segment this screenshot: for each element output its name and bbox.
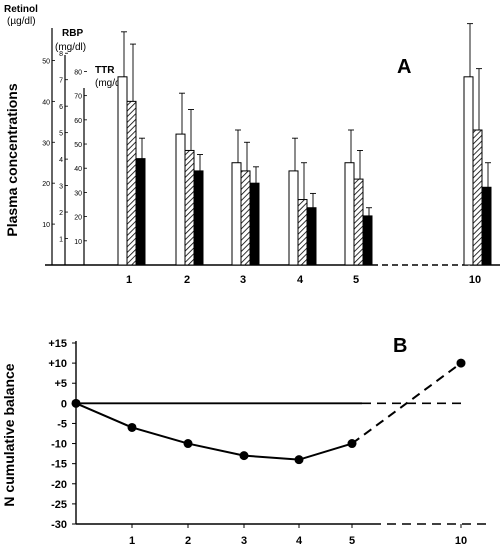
panel-b-y-tick-label: -5: [57, 418, 67, 430]
panel-a-x-tick-label: 1: [126, 274, 132, 286]
panel-a-x-tick-label: 3: [240, 274, 246, 286]
panel-b-y-tick-label: +10: [48, 358, 67, 370]
data-point: [456, 358, 466, 368]
data-point: [294, 455, 304, 465]
bar: [353, 178, 364, 266]
bar: [135, 158, 146, 266]
panel-a-axis-1-tick-label: 3: [59, 184, 63, 191]
rbp-axis-name: RBP: [62, 28, 83, 39]
bar: [306, 207, 317, 266]
bar: [463, 76, 474, 266]
panel-b-y-tick-label: 0: [61, 398, 67, 410]
panel-a-axis-0-tick-label: 10: [42, 222, 50, 229]
retinol-axis-unit: (µg/dl): [7, 16, 36, 27]
panel-a-axis-0-tick-label: 20: [42, 181, 50, 188]
panel-b-y-tick-label: -20: [51, 479, 67, 491]
bar: [231, 162, 242, 266]
panel-b-x-tick-label: 10: [455, 535, 467, 547]
panel-b-y-tick-label: -10: [51, 439, 67, 451]
panel-a-ylabel: Plasma concentrations: [4, 83, 20, 236]
panel-a-x-tick-label: 10: [469, 274, 481, 286]
panel-a-x-tick-label: 5: [353, 274, 359, 286]
panel-b-ylabel: N cumulative balance: [1, 363, 17, 506]
retinol-axis-name: Retinol: [4, 4, 38, 15]
bar: [175, 133, 186, 266]
panel-a-x-tick-label: 2: [184, 274, 190, 286]
panel-a-axis-1-tick-label: 5: [59, 131, 63, 138]
panel-b-series: [71, 358, 466, 465]
panel-b-axes: +15 +10 +5 0 -5 -10 -15 -20 -25 -30 1 2 3 4 5 10: [48, 338, 486, 547]
panel-b-label: B: [393, 335, 407, 357]
panel-a-axis-2-tick-label: 60: [74, 118, 82, 125]
data-point: [183, 439, 193, 449]
data-point: [71, 398, 81, 408]
bar: [481, 186, 492, 266]
panel-b-y-tick-label: +15: [48, 338, 67, 350]
bar: [193, 170, 204, 266]
panel-a-axis-2-tick-label: 80: [74, 69, 82, 76]
panel-a-x-tick-label: 4: [297, 274, 304, 286]
bar: [344, 162, 355, 266]
bar: [297, 199, 308, 266]
panel-b-x-tick-label: 1: [129, 535, 135, 547]
panel-b-y-tick-label: -30: [51, 519, 67, 531]
bar: [362, 215, 373, 266]
panel-b-x-tick-label: 5: [349, 535, 355, 547]
panel-a-axis-0-tick-label: 40: [42, 99, 50, 106]
ttr-axis-name: TTR: [95, 65, 115, 76]
bar: [117, 76, 128, 266]
panel-b-x-tick-label: 2: [185, 535, 191, 547]
bar: [472, 129, 483, 266]
panel-a-axis-2-tick-label: 30: [74, 190, 82, 197]
panel-b-x-tick-label: 4: [296, 535, 303, 547]
panel-a-axis-2-tick-label: 10: [74, 239, 82, 246]
panel-b-y-tick-label: -15: [51, 459, 67, 471]
bar: [126, 100, 137, 266]
panel-a-axis-1-tick-label: 7: [59, 78, 63, 85]
data-point: [127, 422, 137, 432]
series-line: [75, 402, 353, 461]
series-line-dashed: [351, 362, 462, 445]
panel-a-axis-1-tick-label: 4: [59, 157, 63, 164]
panel-a-axis-2-tick-label: 50: [74, 142, 82, 149]
panel-b: B N cumulative balance +15 +10 +5 0 -5 -10 -15…: [1, 335, 486, 547]
panel-a-x-ticks: 1 2 3 4 5 10: [126, 274, 481, 286]
ttr-axis-unit: (mg/dl): [95, 78, 126, 89]
panel-a-axes: 10 20 30 40 50 1 2 3 4 5 6 7 8 10 20 30 40 50 60 70 80: [42, 28, 500, 266]
panel-a-axis-2-tick-label: 40: [74, 166, 82, 173]
panel-b-y-tick-label: +5: [54, 378, 67, 390]
panel-a-axis-2-tick-label: 20: [74, 215, 82, 222]
rbp-axis-unit: (mg/dl): [55, 42, 86, 53]
data-point: [347, 439, 357, 449]
panel-b-x-tick-label: 3: [241, 535, 247, 547]
panel-a-bars: [117, 23, 492, 266]
panel-b-y-tick-label: -25: [51, 499, 67, 511]
panel-a-axis-1-tick-label: 8: [59, 51, 63, 58]
data-point: [239, 451, 249, 461]
panel-a-label: A: [397, 56, 411, 78]
bar: [184, 149, 195, 266]
panel-a: A Plasma concentrations Retinol (µg/dl) …: [4, 4, 500, 286]
panel-a-axis-0-tick-label: 30: [42, 140, 50, 147]
panel-a-axis-2-tick-label: 70: [74, 94, 82, 101]
bar: [249, 182, 260, 266]
panel-a-axis-1-tick-label: 6: [59, 104, 63, 111]
bar: [240, 170, 251, 266]
panel-a-axis-0-tick-label: 50: [42, 58, 50, 65]
panel-a-axis-1-tick-label: 2: [59, 210, 63, 217]
panel-a-axis-1-tick-label: 1: [59, 237, 63, 244]
bar: [288, 170, 299, 266]
